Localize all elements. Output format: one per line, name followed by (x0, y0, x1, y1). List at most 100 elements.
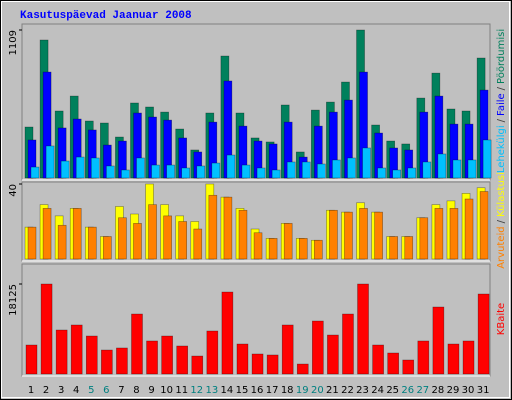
bar (101, 349, 113, 375)
legend-entry: Arvuteid (496, 226, 507, 268)
x-tick-label: 28 (432, 385, 445, 396)
bar (329, 209, 338, 260)
bar (57, 224, 67, 260)
bar (404, 236, 414, 260)
bar (118, 217, 127, 260)
bar (419, 217, 429, 260)
bar (27, 226, 37, 260)
bar (437, 153, 447, 179)
bar (146, 340, 158, 375)
bar (40, 283, 53, 375)
legend: KBaite (496, 303, 507, 335)
legend-separator: / (496, 118, 507, 122)
bar (344, 211, 353, 260)
bar (236, 343, 249, 375)
bar (121, 169, 130, 179)
bar (392, 169, 401, 179)
x-tick-label: 14 (221, 385, 234, 396)
x-tick-label: 17 (266, 385, 279, 396)
bar (72, 208, 82, 260)
bar (372, 344, 384, 375)
bar (417, 340, 430, 375)
bar (30, 166, 40, 179)
bar (268, 238, 278, 260)
bar (106, 165, 115, 179)
bar (176, 345, 188, 375)
bar (136, 157, 145, 179)
bar (42, 208, 52, 260)
x-tick-label: 23 (356, 385, 369, 396)
bar (296, 363, 309, 375)
bar (25, 344, 38, 375)
x-tick-label: 21 (326, 385, 339, 396)
legend-entry: KBaite (496, 303, 507, 335)
bar (226, 154, 236, 179)
legend-entry: Faile (496, 93, 507, 116)
x-tick-label: 3 (58, 385, 64, 396)
bar (193, 228, 203, 260)
bar (196, 165, 206, 179)
chart-title: Kasutuspäevad Jaanuar 2008 (20, 10, 192, 22)
bar (374, 211, 383, 260)
x-tick-label: 24 (371, 385, 384, 396)
bar (60, 160, 70, 179)
bar (45, 145, 55, 179)
bar (452, 159, 462, 179)
bar (148, 204, 157, 260)
bar (75, 156, 85, 179)
bar (116, 347, 128, 375)
bar (191, 355, 204, 375)
x-tick-label: 25 (386, 385, 399, 396)
bar (85, 335, 98, 375)
x-tick-label: 10 (160, 385, 173, 396)
bar (327, 334, 339, 375)
bar (211, 162, 221, 179)
bar (447, 343, 460, 375)
bar (477, 293, 490, 375)
legend-entry: Lehekülgi (496, 125, 507, 173)
legend-separator: / (496, 86, 507, 90)
bar (251, 353, 264, 375)
bar (163, 215, 172, 260)
bar (387, 352, 399, 375)
x-tick-label: 19 (296, 385, 309, 396)
x-tick-label: 9 (148, 385, 154, 396)
bar (166, 164, 175, 179)
legend-entry: Külastusi (496, 172, 507, 217)
x-tick-label: 2 (43, 385, 49, 396)
x-tick-label: 7 (118, 385, 124, 396)
x-tick-label: 26 (401, 385, 414, 396)
legend: Arvuteid / Külastusi (496, 172, 507, 269)
bar (253, 232, 263, 260)
y-tick-label: 18125 (8, 284, 19, 316)
bar (181, 167, 190, 179)
bar (389, 236, 398, 260)
x-tick-label: 1 (28, 385, 34, 396)
bar (221, 291, 234, 375)
bar (283, 223, 293, 260)
x-tick-label: 31 (477, 385, 490, 396)
x-tick-label: 8 (133, 385, 139, 396)
x-tick-label: 30 (462, 385, 475, 396)
bar (422, 161, 432, 179)
bar (332, 159, 341, 179)
bar (103, 236, 112, 260)
bar (256, 167, 266, 179)
bar (464, 198, 474, 260)
bar (298, 238, 308, 260)
bar (432, 306, 445, 375)
bar (281, 324, 294, 375)
x-tick-label: 13 (205, 385, 218, 396)
legend: Lehekülgi / Faile / Pöördumisi (496, 29, 507, 173)
bar (208, 194, 218, 260)
x-tick-label: 18 (281, 385, 294, 396)
bar (362, 147, 371, 179)
bar (347, 157, 356, 179)
x-tick-label: 15 (236, 385, 249, 396)
y-tick-label: 1109 (8, 30, 19, 55)
y-tick-label: 40 (8, 184, 19, 197)
x-tick-label: 4 (73, 385, 79, 396)
bar (407, 167, 417, 179)
bar (87, 226, 97, 260)
